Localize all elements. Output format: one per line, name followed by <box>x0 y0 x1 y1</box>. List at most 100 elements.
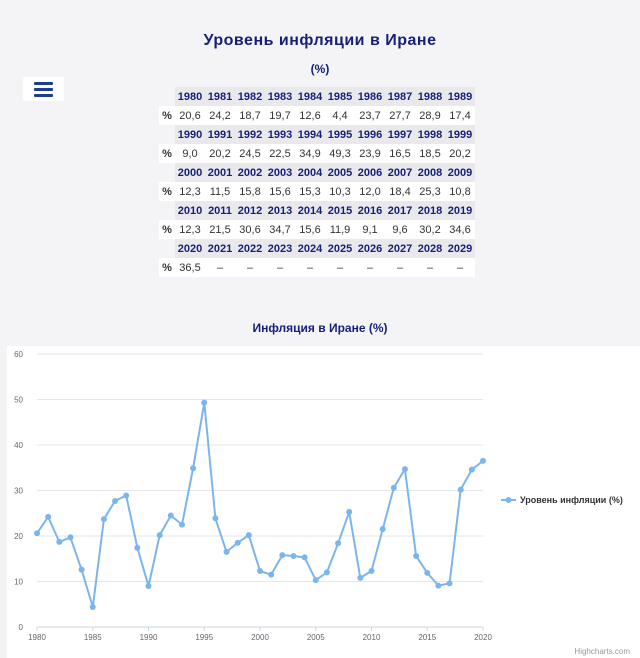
table-value-cell: 18,4 <box>385 182 415 201</box>
x-tick-label: 1985 <box>84 633 102 642</box>
x-tick-label: 2020 <box>474 633 492 642</box>
table-value-cell: 12,3 <box>175 220 205 239</box>
table-year-row: 1980 1981 1982 1983 1984 1985 1986 1987 1988 1989 <box>159 87 475 106</box>
y-tick-label: 30 <box>14 487 23 496</box>
table-value-cell: – <box>445 258 475 277</box>
table-value-cell: 20,2 <box>445 144 475 163</box>
table-value-cell: 9,0 <box>175 144 205 163</box>
legend-label: Уровень инфляции (%) <box>520 495 623 505</box>
y-tick-label: 0 <box>19 623 24 632</box>
data-point <box>223 548 230 555</box>
table-year-cell: 2000 <box>175 163 205 182</box>
table-value-cell: 11,9 <box>325 220 355 239</box>
y-tick-label: 10 <box>14 578 23 587</box>
chart-title: Инфляция в Иране (%) <box>252 321 388 335</box>
data-point <box>234 539 241 546</box>
table-value-cell: 20,6 <box>175 106 205 125</box>
table-row-label: % <box>159 258 175 277</box>
table-value-cell: 4,4 <box>325 106 355 125</box>
table-year-cell: 2003 <box>265 163 295 182</box>
x-tick-label: 1995 <box>195 633 213 642</box>
table-value-cell: 10,8 <box>445 182 475 201</box>
table-year-row: 2020 2021 2022 2023 2024 2025 2026 2027 2028 2029 <box>159 239 475 258</box>
data-point <box>123 492 130 499</box>
table-value-cell: 25,3 <box>415 182 445 201</box>
table-value-cell: 21,5 <box>205 220 235 239</box>
table-year-cell: 1989 <box>445 87 475 106</box>
table-value-cell: 17,4 <box>445 106 475 125</box>
data-point <box>89 603 96 610</box>
data-point <box>401 466 408 473</box>
data-point <box>413 553 420 560</box>
table-year-cell: 2014 <box>295 201 325 220</box>
table-empty-cell <box>159 239 175 258</box>
table-year-cell: 1996 <box>355 125 385 144</box>
data-point <box>424 569 431 576</box>
table-year-cell: 1992 <box>235 125 265 144</box>
table-value-cell: 9,6 <box>385 220 415 239</box>
data-point <box>312 577 319 584</box>
data-point <box>178 521 185 528</box>
table-year-cell: 1984 <box>295 87 325 106</box>
table-value-cell: 34,7 <box>265 220 295 239</box>
table-year-cell: 1986 <box>355 87 385 106</box>
table-value-cell: 15,6 <box>295 220 325 239</box>
table-value-cell: – <box>385 258 415 277</box>
table-year-cell: 1995 <box>325 125 355 144</box>
table-year-cell: 2002 <box>235 163 265 182</box>
menu-button[interactable] <box>23 77 64 101</box>
table-value-cell: 36,5 <box>175 258 205 277</box>
table-year-cell: 2022 <box>235 239 265 258</box>
legend-item[interactable]: Уровень инфляции (%) <box>501 495 623 505</box>
table-value-cell: 15,6 <box>265 182 295 201</box>
table-year-row: 2010 2011 2012 2013 2014 2015 2016 2017 2018 2019 <box>159 201 475 220</box>
data-point <box>56 538 63 545</box>
table-empty-cell <box>159 163 175 182</box>
table-value-cell: – <box>295 258 325 277</box>
table-year-cell: 2028 <box>415 239 445 258</box>
table-value-cell: – <box>415 258 445 277</box>
table-value-cell: 19,7 <box>265 106 295 125</box>
page-unit: (%) <box>310 62 330 76</box>
table-year-cell: 2019 <box>445 201 475 220</box>
table-value-cell: – <box>265 258 295 277</box>
chart-credits[interactable]: Highcharts.com <box>574 647 630 656</box>
data-point <box>112 497 119 504</box>
x-tick-label: 1980 <box>28 633 46 642</box>
table-year-row: 2000 2001 2002 2003 2004 2005 2006 2007 2008 2009 <box>159 163 475 182</box>
data-point <box>212 515 219 522</box>
data-point <box>34 530 40 537</box>
table-value-cell: 9,1 <box>355 220 385 239</box>
table-value-cell: 15,8 <box>235 182 265 201</box>
table-value-cell: 12,3 <box>175 182 205 201</box>
table-value-cell: 49,3 <box>325 144 355 163</box>
table-year-cell: 2029 <box>445 239 475 258</box>
table-value-cell: 18,5 <box>415 144 445 163</box>
legend-marker <box>505 497 512 503</box>
y-tick-label: 50 <box>14 396 23 405</box>
table-value-cell: 27,7 <box>385 106 415 125</box>
table-year-cell: 1993 <box>265 125 295 144</box>
table-value-cell: 16,5 <box>385 144 415 163</box>
table-year-cell: 2021 <box>205 239 235 258</box>
data-point <box>279 552 286 559</box>
table-year-row: 1990 1991 1992 1993 1994 1995 1996 1997 1998 1999 <box>159 125 475 144</box>
x-tick-label: 2000 <box>251 633 269 642</box>
table-value-cell: 24,5 <box>235 144 265 163</box>
table-value-row: % 36,5– – – – – – – – – <box>159 258 475 277</box>
table-year-cell: 2010 <box>175 201 205 220</box>
table-value-cell: – <box>325 258 355 277</box>
table-year-cell: 2006 <box>355 163 385 182</box>
table-value-cell: 22,5 <box>265 144 295 163</box>
table-row-label: % <box>159 220 175 239</box>
x-tick-label: 1990 <box>140 633 158 642</box>
table-row-label: % <box>159 182 175 201</box>
data-point <box>301 554 308 561</box>
data-point <box>446 580 453 587</box>
table-year-cell: 1981 <box>205 87 235 106</box>
data-point <box>480 457 486 464</box>
table-value-cell: 24,2 <box>205 106 235 125</box>
table-year-cell: 2005 <box>325 163 355 182</box>
table-year-cell: 1988 <box>415 87 445 106</box>
inflation-table: 1980 1981 1982 1983 1984 1985 1986 1987 1988 1989… <box>159 87 475 277</box>
